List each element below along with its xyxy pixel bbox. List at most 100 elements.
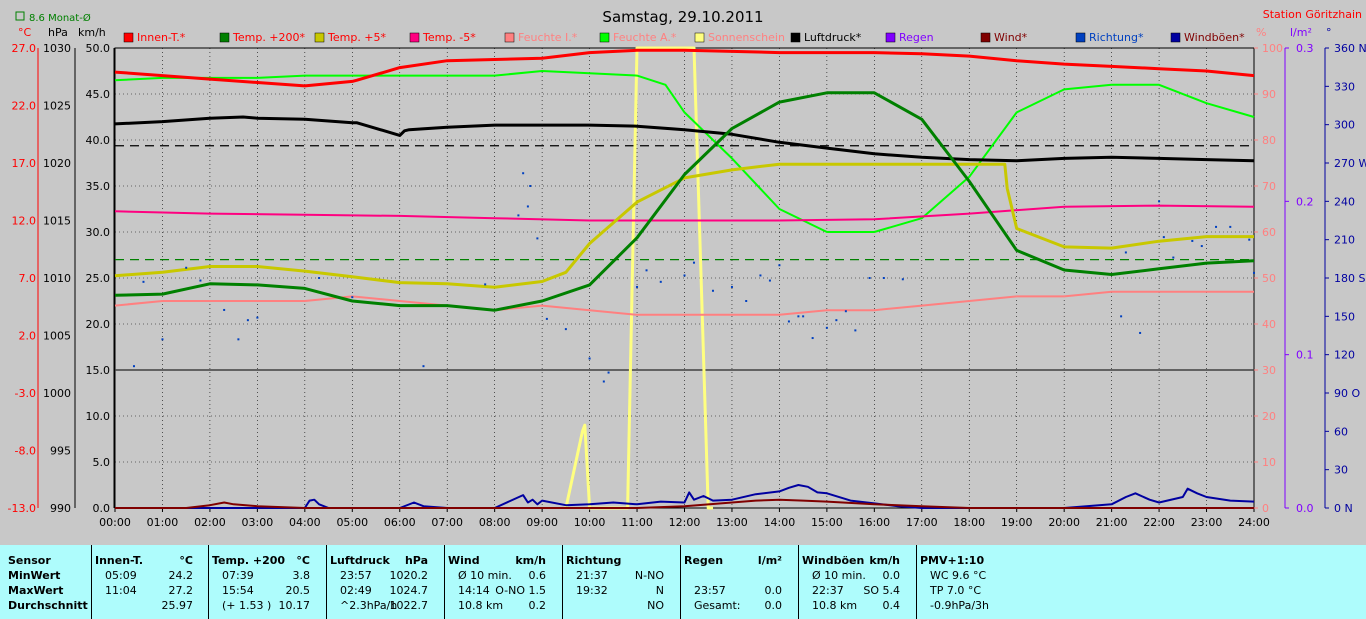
legend-label: Luftdruck* <box>804 31 862 44</box>
pressure-axis-tick-label: 1020 <box>43 157 71 170</box>
direction-point <box>484 283 487 286</box>
month-avg-indicator: 8.6 Monat-Ø <box>15 11 91 24</box>
direction-point <box>797 315 800 318</box>
series-temp-5 <box>114 162 1254 289</box>
x-tick-label: 18:00 <box>953 516 985 529</box>
direction-point <box>199 279 202 282</box>
direction-point <box>526 205 529 208</box>
stats-column: Regen l/m² 23:57 0.0 Gesamt: 0.0 <box>684 545 792 619</box>
stats-value: 10.17 <box>278 599 311 612</box>
stats-header: Innen-T. °C <box>95 553 203 568</box>
direction-point <box>522 172 525 175</box>
stats-separator <box>562 545 563 619</box>
speed-axis-tick-label: 0.0 <box>93 502 111 515</box>
temp-axis-tick-label: -13.0 <box>8 502 36 515</box>
direction-point <box>1248 238 1251 241</box>
legend-swatch <box>599 32 610 43</box>
temp-axis-tick-label: 7.0 <box>19 272 37 285</box>
stats-separator <box>916 545 917 619</box>
unit-degree: ° <box>1326 26 1332 39</box>
stats-time: 23:57 <box>694 584 726 597</box>
stats-value: SO 5.4 <box>863 584 900 597</box>
x-tick-label: 14:00 <box>764 516 796 529</box>
direction-point <box>787 320 790 323</box>
stats-row: Durchschnitt <box>8 599 88 612</box>
direction-point <box>692 261 695 264</box>
unit-kmh: km/h <box>78 26 106 39</box>
stats-header-label: Regen <box>684 554 724 567</box>
stats-column: Temp. +200 °C 07:39 3.8 15:54 20.5 (+ 1.53 ) 10… <box>212 545 320 619</box>
legend-swatch <box>790 32 801 43</box>
direction-point <box>1172 256 1175 259</box>
direction-point <box>536 237 539 240</box>
stats-value: 0.2 <box>528 599 547 612</box>
rain-axis-tick-label: 0.2 <box>1296 195 1314 208</box>
direction-point <box>854 329 857 332</box>
stats-time: Ø 10 min. <box>812 569 866 582</box>
direction-point <box>529 185 532 187</box>
stats-row: TP 7.0 °C <box>920 583 1040 598</box>
stats-header: PMV+1:10 <box>920 553 1040 568</box>
stats-row: 02:49 1024.7 <box>330 583 438 598</box>
stats-row: 22:37 SO 5.4 <box>802 583 910 598</box>
stats-row: 15:54 20.5 <box>212 583 320 598</box>
stats-value: O-NO 1.5 <box>495 584 546 597</box>
temp-axis-tick-label: -8.0 <box>15 445 36 458</box>
temp-axis-tick-label: -3.0 <box>15 387 36 400</box>
unit-rain: l/m² <box>1290 26 1312 39</box>
x-tick-label: 17:00 <box>906 516 938 529</box>
direction-axis-tick-label: 300 <box>1334 119 1355 132</box>
stats-row: (+ 1.53 ) 10.17 <box>212 598 320 613</box>
direction-point <box>256 316 259 319</box>
stats-header: Luftdruck hPa <box>330 553 438 568</box>
x-tick-label: 20:00 <box>1048 516 1080 529</box>
speed-axis-tick-label: 45.0 <box>86 88 111 101</box>
stats-time: 23:57 <box>340 569 372 582</box>
speed-axis-tick-label: 30.0 <box>86 226 111 239</box>
stats-time: 14:14 <box>458 584 490 597</box>
x-tick-label: 03:00 <box>242 516 274 529</box>
stats-row: 25.97 <box>95 598 203 613</box>
x-tick-label: 13:00 <box>716 516 748 529</box>
stats-row: Ø 10 min. 0.0 <box>802 568 910 583</box>
x-tick-label: 24:00 <box>1238 516 1270 529</box>
humidity-axis-tick-label: 20 <box>1262 410 1276 423</box>
direction-point <box>802 315 805 318</box>
stats-value: 0.0 <box>882 569 901 582</box>
stats-separator <box>444 545 445 619</box>
series-windboeen <box>115 484 1255 509</box>
x-tick-label: 19:00 <box>1001 516 1033 529</box>
legend-swatch <box>123 32 134 43</box>
direction-axis-tick-label: 150 <box>1334 310 1355 323</box>
weather-chart: Innen-T.* Temp. +200* Temp. +5* Temp. -5* Fe… <box>7 8 1366 529</box>
stats-value: 1020.2 <box>389 569 429 582</box>
direction-point <box>882 277 885 279</box>
stats-time: 10.8 km <box>812 599 858 612</box>
direction-point <box>730 285 733 288</box>
legend-swatch <box>504 32 515 43</box>
humidity-axis-tick-label: 90 <box>1262 88 1276 101</box>
stats-time: ^2.3hPa/h <box>340 599 398 612</box>
stats-time: 15:54 <box>222 584 254 597</box>
humidity-axis-tick-label: 100 <box>1262 42 1283 55</box>
legend-label: Sonnenschein <box>708 31 785 44</box>
direction-point <box>1162 236 1165 239</box>
stats-header-label: Luftdruck <box>330 554 390 567</box>
direction-axis-tick-label: 270 W <box>1334 157 1366 170</box>
humidity-axis-tick-label: 80 <box>1262 134 1276 147</box>
legend-label: Richtung* <box>1089 31 1144 44</box>
x-tick-label: 04:00 <box>289 516 321 529</box>
direction-axis-tick-label: 210 <box>1334 234 1355 247</box>
x-tick-label: 23:00 <box>1191 516 1223 529</box>
stats-time: 19:32 <box>576 584 608 597</box>
legend-swatch <box>409 32 420 43</box>
stats-row: 19:32 N <box>566 583 674 598</box>
temp-axis-tick-label: 22.0 <box>12 100 37 113</box>
stats-value: 0.0 <box>764 584 783 597</box>
x-tick-label: 00:00 <box>99 516 131 529</box>
direction-axis-tick-label: 180 S <box>1334 272 1365 285</box>
pressure-axis-tick-label: 1005 <box>43 330 71 343</box>
speed-axis-tick-label: 5.0 <box>93 456 111 469</box>
pressure-axis-tick-label: 1025 <box>43 100 71 113</box>
direction-point <box>659 280 662 283</box>
